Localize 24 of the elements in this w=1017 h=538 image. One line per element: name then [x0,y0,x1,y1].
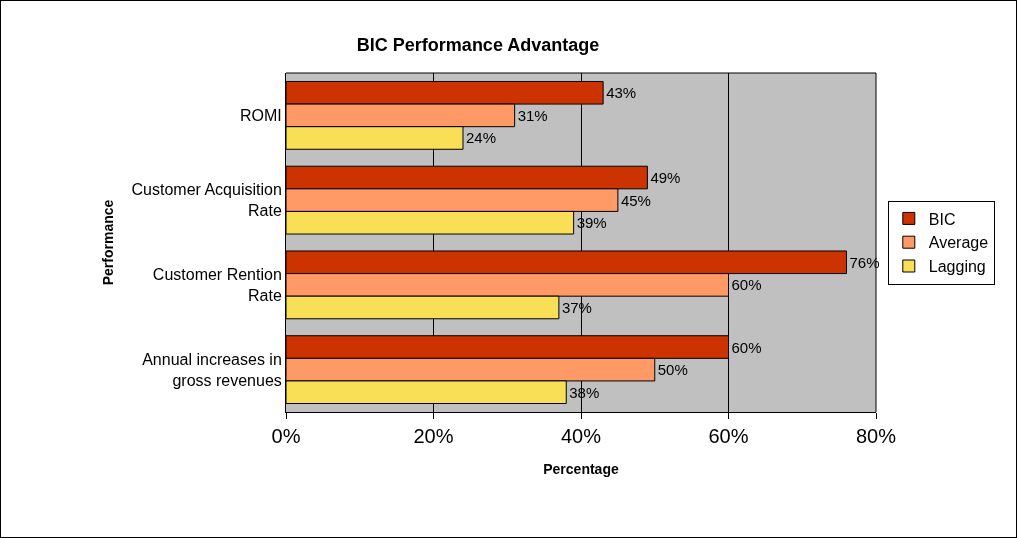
x-tick-label: 20% [413,425,454,447]
y-axis-title: Performance [100,199,117,286]
data-label: 24% [466,129,497,147]
x-tick-label: 0% [271,425,301,447]
data-label: 45% [620,191,651,209]
data-label: 31% [517,106,548,124]
x-axis-title: Percentage [543,461,619,478]
legend-label: Average [928,234,989,252]
x-tick-label: 80% [855,425,897,447]
data-label: 76% [849,253,880,271]
chart-title: BIC Performance Advantage [356,35,600,56]
legend-label: Lagging [928,258,986,276]
y-tick-label: Customer Acquisition Rate [131,181,282,220]
data-label: 50% [657,361,688,379]
y-tick-label: ROMI [240,106,282,124]
x-tick-label: 60% [708,425,749,447]
data-label: 49% [650,169,681,187]
data-label: 43% [606,84,637,102]
y-tick-label: Customer Rention Rate [152,266,282,304]
data-label: 60% [731,276,762,294]
x-tick-label: 40% [560,425,602,447]
data-label: 60% [731,338,762,356]
y-tick-label: Annual increases in gross revenues [142,350,282,389]
legend-label: BIC [928,210,956,228]
